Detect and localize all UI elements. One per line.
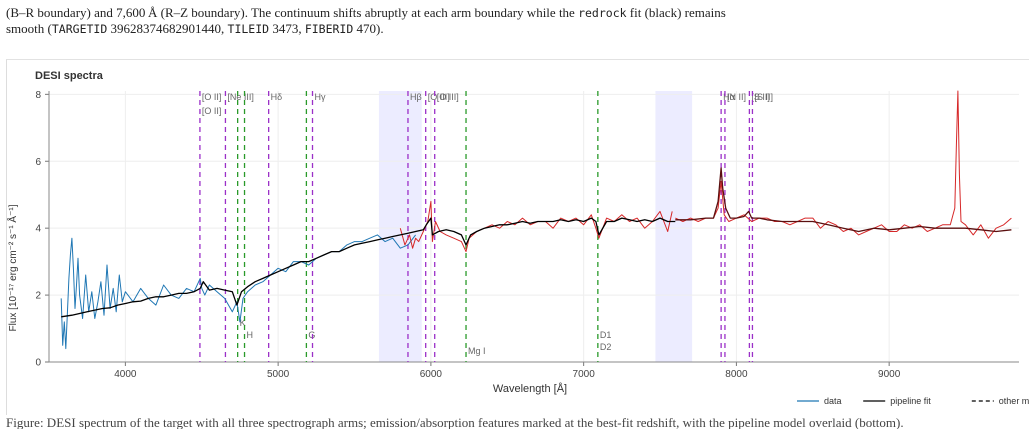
legend-label-2: other model — [999, 396, 1029, 406]
line-marker-label-13-0: [N II] — [727, 92, 746, 102]
caption-text: fit (black) remains — [626, 5, 726, 20]
caption-code-fiberid: FIBERID — [304, 22, 354, 36]
caption-text: (B–R boundary) and 7,600 Å (R–Z boundary… — [6, 5, 579, 20]
spectrum-chart[interactable]: DESI spectra 4000 5000 6000 7000 8000 9000 0 2 4… — [7, 60, 1029, 415]
series-line-4 — [675, 167, 1012, 233]
x-tick-label-3: 7000 — [573, 369, 596, 380]
line-marker-label-1-0: [Ne III] — [227, 92, 254, 102]
caption-code-tileid: TILEID — [227, 22, 270, 36]
line-marker-label-3-0: H — [247, 330, 254, 340]
x-axis-label: Wavelength [Å] — [493, 382, 567, 395]
line-marker-label-11-1: D2 — [600, 342, 612, 352]
caption-bottom: Figure: DESI spectrum of the target with… — [6, 415, 1028, 429]
y-tick-label-3: 6 — [35, 157, 41, 168]
line-marker-label-8-0: [O III] — [428, 92, 450, 102]
shaded-band-1 — [655, 91, 693, 362]
caption-code-targetid: TARGETID — [51, 22, 108, 36]
line-marker-label-0-1: [O II] — [202, 106, 222, 116]
series-line-2 — [675, 90, 1012, 239]
line-marker-label-2-0: K — [240, 318, 246, 328]
line-marker-label-0-0: [O II] — [202, 92, 222, 102]
line-marker-label-9-0: [O III] — [437, 92, 459, 102]
caption-text: 39628374682901440, — [107, 21, 228, 36]
y-axis-label: Flux [10⁻¹⁷ erg cm⁻² s⁻¹ Å⁻¹] — [7, 204, 19, 331]
series-line-0 — [60, 234, 416, 350]
chart-title: DESI spectra — [35, 70, 104, 82]
series-line-1 — [399, 200, 673, 253]
caption-text: smooth ( — [6, 21, 52, 36]
series-line-3 — [61, 217, 676, 318]
x-tick-label-4: 8000 — [725, 369, 748, 380]
line-marker-label-12-0: Hα — [723, 92, 735, 102]
line-marker-label-7-0: Hβ — [410, 92, 422, 102]
caption-code-redrock: redrock — [578, 6, 627, 20]
line-marker-label-14-0: [S II] — [751, 92, 770, 102]
line-marker-label-15-0: [S II] — [754, 92, 773, 102]
line-marker-label-6-0: Hγ — [315, 92, 326, 102]
x-tick-label-2: 6000 — [420, 369, 443, 380]
chart-frame: DESI spectra 4000 5000 6000 7000 8000 9000 0 2 4… — [6, 59, 1029, 415]
caption-top: (B–R boundary) and 7,600 Å (R–Z boundary… — [6, 5, 1028, 37]
caption-text: Figure: DESI spectrum of the target with… — [6, 415, 904, 429]
legend-label-1: pipeline fit — [890, 396, 931, 406]
x-tick-label-5: 9000 — [878, 369, 901, 380]
y-tick-label-2: 4 — [35, 224, 41, 235]
caption-text: 3473, — [269, 21, 305, 36]
x-tick-label-1: 5000 — [267, 369, 290, 380]
caption-text: 470). — [353, 21, 384, 36]
line-marker-label-11-0: D1 — [600, 330, 612, 340]
chart-legend: data pipeline fit other model — [797, 396, 1029, 406]
line-marker-label-10-0: Mg I — [468, 346, 486, 356]
x-tick-label-0: 4000 — [114, 369, 137, 380]
y-tick-label-4: 8 — [35, 90, 41, 101]
shaded-band-0 — [378, 91, 422, 362]
y-tick-label-0: 0 — [35, 358, 41, 369]
line-marker-label-4-0: Hδ — [271, 92, 283, 102]
legend-label-0: data — [824, 396, 842, 406]
y-tick-label-1: 2 — [35, 291, 41, 302]
